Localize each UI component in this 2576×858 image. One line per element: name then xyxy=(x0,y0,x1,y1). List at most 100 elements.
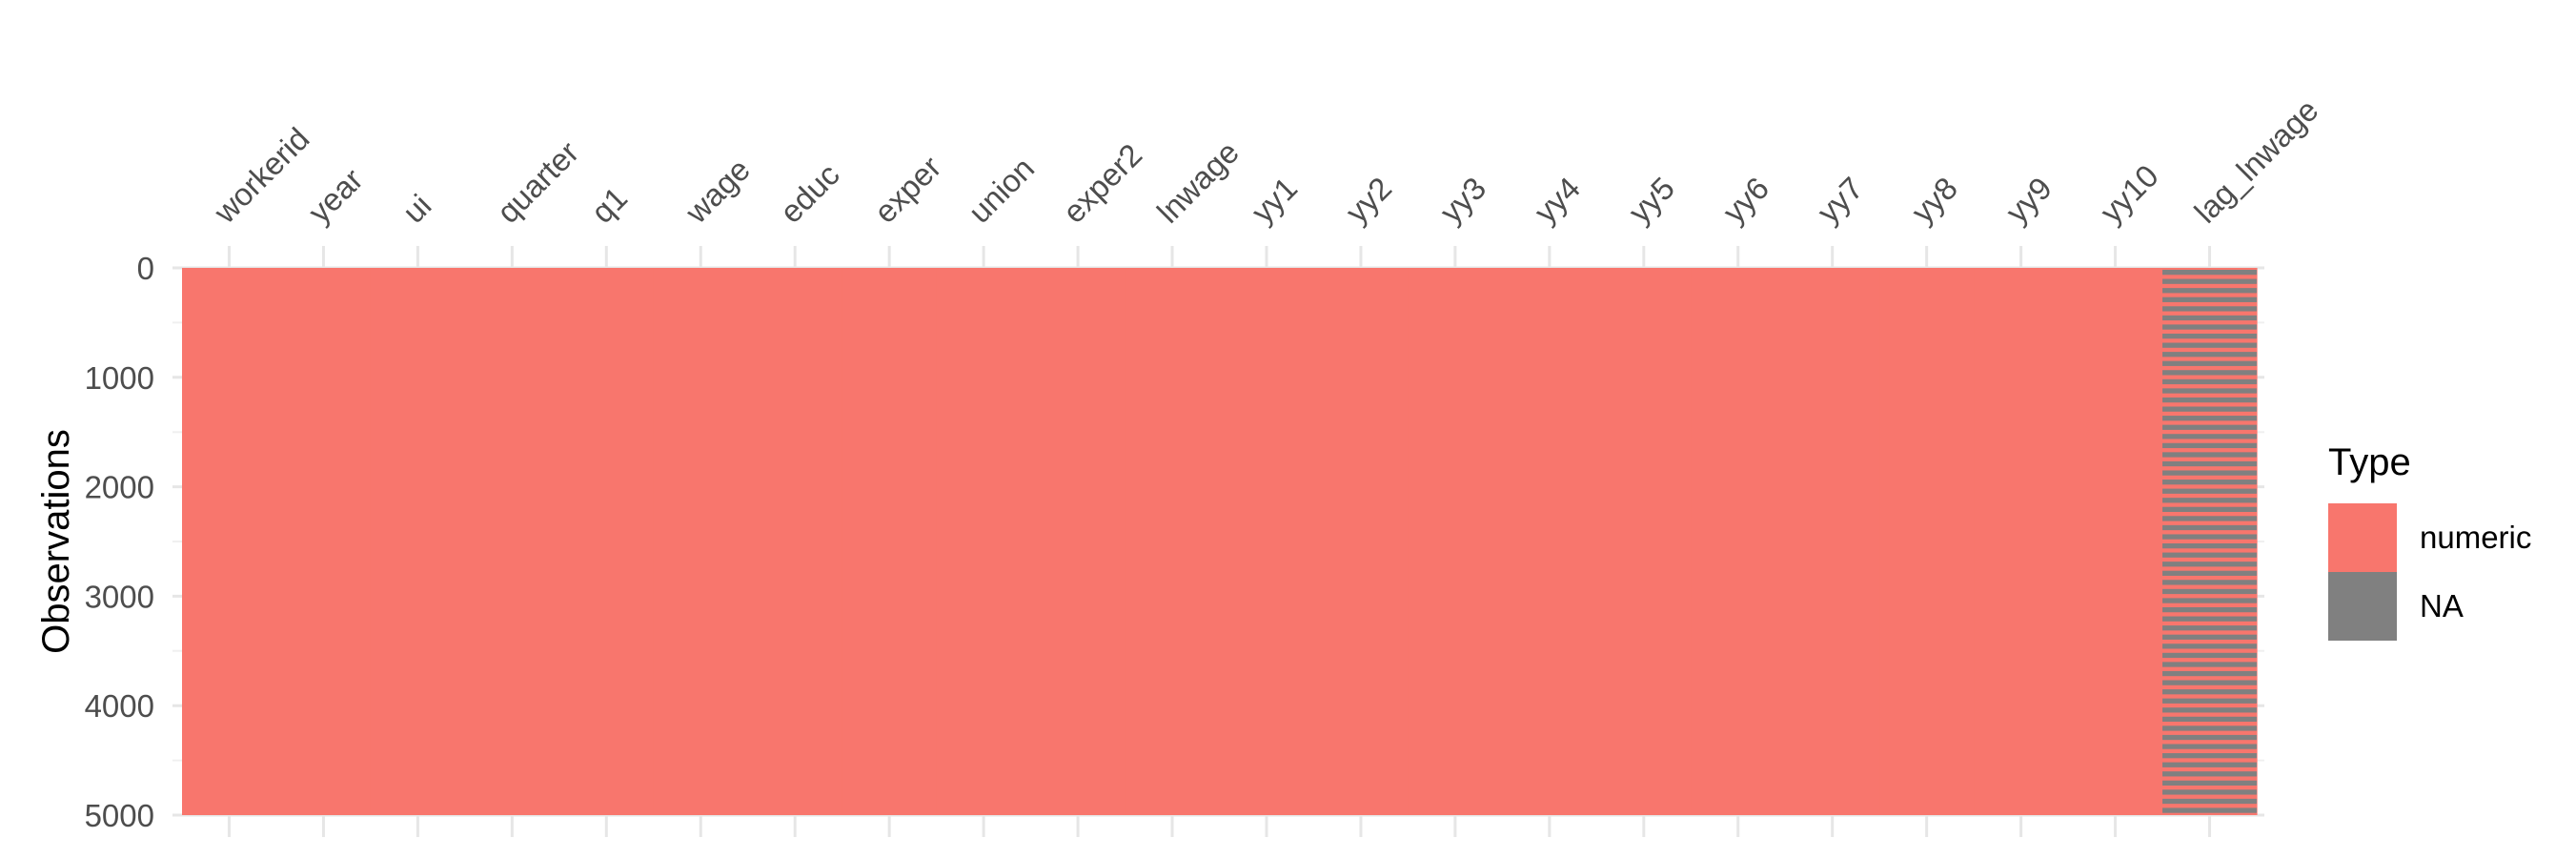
y-tick-label: 2000 xyxy=(85,470,154,505)
na-cell xyxy=(2162,378,2257,385)
x-axis-ticks xyxy=(227,246,2212,837)
cell-column-ui xyxy=(370,268,466,815)
na-cell xyxy=(2162,588,2257,595)
legend: Type numeric NA xyxy=(2328,441,2531,641)
na-cell xyxy=(2162,460,2257,467)
cell-column-educ xyxy=(747,268,843,815)
na-cell xyxy=(2162,516,2257,521)
cell-column-lag_lnwage xyxy=(2162,268,2258,815)
na-cell xyxy=(2162,707,2257,713)
legend-key-na xyxy=(2328,572,2397,641)
na-cell xyxy=(2162,278,2257,284)
na-cell xyxy=(2162,725,2257,731)
na-cell xyxy=(2162,616,2257,622)
x-tick-label: yy7 xyxy=(1810,170,1869,229)
x-tick-label: educ xyxy=(773,156,846,230)
na-cell xyxy=(2162,315,2257,321)
na-cell xyxy=(2162,397,2257,403)
y-tick-label: 0 xyxy=(137,251,154,286)
na-cell xyxy=(2162,342,2257,348)
y-axis-labels: 0 1000 2000 3000 4000 5000 xyxy=(85,251,154,833)
cell-column-yy7 xyxy=(1785,268,1880,815)
y-tick-label: 5000 xyxy=(85,798,154,833)
na-cell xyxy=(2162,442,2257,449)
y-axis-title: Observations xyxy=(35,429,77,654)
na-cell xyxy=(2162,670,2257,677)
na-cell xyxy=(2162,771,2257,777)
na-cell xyxy=(2162,780,2257,786)
cell-column-exper2 xyxy=(1030,268,1126,815)
na-cell xyxy=(2162,333,2257,339)
na-cell xyxy=(2162,288,2257,294)
na-cell xyxy=(2162,789,2257,795)
na-cell xyxy=(2162,734,2257,741)
na-cell xyxy=(2162,506,2257,512)
x-tick-label: union xyxy=(962,151,1041,230)
na-cell xyxy=(2162,416,2257,421)
na-cell xyxy=(2162,744,2257,749)
cell-column-workerid xyxy=(182,268,277,815)
cell-column-yy4 xyxy=(1502,268,1597,815)
na-cell xyxy=(2162,360,2257,366)
x-tick-label: lnwage xyxy=(1150,134,1246,230)
x-tick-label: q1 xyxy=(584,180,634,230)
x-tick-label: yy6 xyxy=(1716,170,1775,229)
cell-column-yy8 xyxy=(1879,268,1975,815)
na-cell xyxy=(2162,762,2257,767)
cell-column-yy9 xyxy=(1974,268,2069,815)
na-cell xyxy=(2162,680,2257,685)
na-cell xyxy=(2162,807,2257,813)
na-cell xyxy=(2162,625,2257,631)
x-tick-label: exper2 xyxy=(1056,136,1149,230)
legend-key-numeric xyxy=(2328,503,2397,572)
cell-column-yy2 xyxy=(1313,268,1410,815)
cell-column-union xyxy=(936,268,1032,815)
na-cell xyxy=(2162,480,2257,485)
na-cell xyxy=(2162,798,2257,805)
na-cell xyxy=(2162,606,2257,613)
na-cell xyxy=(2162,716,2257,723)
na-cell xyxy=(2162,470,2257,476)
na-cell xyxy=(2162,634,2257,640)
na-cell xyxy=(2162,598,2257,603)
na-cell xyxy=(2162,488,2257,494)
na-cell xyxy=(2162,406,2257,412)
cell-column-yy3 xyxy=(1408,268,1503,815)
na-cell xyxy=(2162,452,2257,458)
legend-title: Type xyxy=(2328,441,2411,483)
x-tick-label: yy8 xyxy=(1904,170,1963,229)
na-cell xyxy=(2162,570,2257,576)
x-tick-label: year xyxy=(301,161,370,230)
x-tick-label: yy5 xyxy=(1622,170,1681,229)
cell-column-exper xyxy=(842,268,938,815)
x-tick-label: quarter xyxy=(490,134,585,230)
na-cell xyxy=(2162,434,2257,439)
na-cell xyxy=(2162,698,2257,704)
x-tick-label: exper xyxy=(867,149,948,230)
na-cell xyxy=(2162,352,2257,358)
na-cell xyxy=(2162,534,2257,540)
na-cell xyxy=(2162,498,2257,503)
na-cell xyxy=(2162,662,2257,667)
legend-label: NA xyxy=(2420,588,2464,623)
na-cell xyxy=(2162,370,2257,376)
cell-column-wage xyxy=(653,268,749,815)
cell-column-q1 xyxy=(558,268,655,815)
x-tick-label: yy10 xyxy=(2093,157,2164,229)
x-tick-label: lag_lnwage xyxy=(2187,92,2324,230)
na-cell xyxy=(2162,524,2257,531)
na-cell xyxy=(2162,306,2257,312)
cell-column-lnwage xyxy=(1125,268,1221,815)
na-cell xyxy=(2162,388,2257,394)
na-cell xyxy=(2162,753,2257,759)
x-tick-label: ui xyxy=(396,188,437,230)
na-cell xyxy=(2162,296,2257,302)
na-cell xyxy=(2162,644,2257,649)
na-cell xyxy=(2162,543,2257,549)
na-cell xyxy=(2162,424,2257,430)
x-tick-label: yy2 xyxy=(1339,170,1398,229)
x-tick-label: workerid xyxy=(207,121,316,231)
cell-column-yy10 xyxy=(2068,268,2163,815)
